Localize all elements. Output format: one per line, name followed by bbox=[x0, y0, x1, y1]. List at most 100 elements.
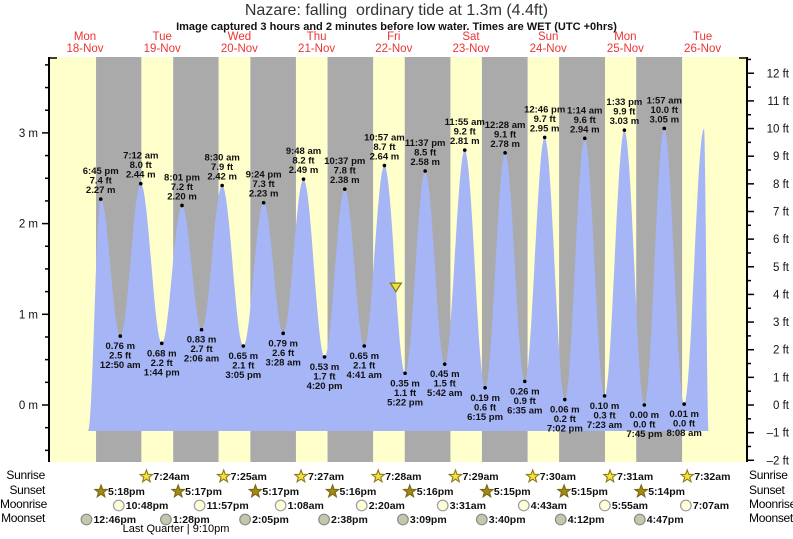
low-tide-time: 5:42 am bbox=[427, 388, 462, 399]
tide-point-dot bbox=[442, 362, 447, 366]
day-date-label: 18-Nov bbox=[66, 43, 103, 55]
left-axis-label: 3 m bbox=[19, 128, 38, 140]
sunset-time: 5:16pm bbox=[417, 486, 454, 498]
high-tide-ft: 9.7 ft bbox=[534, 114, 557, 125]
sunrise-time: 7:32am bbox=[694, 471, 730, 483]
moonset-time: 4:12pm bbox=[568, 514, 605, 526]
tide-point-dot bbox=[118, 334, 123, 338]
tide-point-dot bbox=[220, 183, 224, 188]
right-axis-label: 7 ft bbox=[773, 206, 790, 218]
sunrise-time: 7:24am bbox=[153, 471, 189, 483]
high-tide-m: 2.78 m bbox=[490, 139, 520, 150]
low-tide-ft: 2.1 ft bbox=[232, 361, 255, 372]
low-tide-time: 4:20 pm bbox=[307, 381, 343, 392]
high-tide-time: 12:46 pm bbox=[524, 104, 565, 115]
sunset-icon bbox=[247, 483, 264, 499]
high-tide-ft: 9.2 ft bbox=[454, 127, 477, 138]
low-tide-ft: 0.6 ft bbox=[474, 402, 497, 413]
sunset-icon bbox=[479, 483, 495, 499]
high-tide-m: 2.95 m bbox=[530, 123, 560, 134]
day-date-label: 19-Nov bbox=[144, 43, 181, 55]
day-band bbox=[49, 57, 97, 462]
tide-point-dot bbox=[362, 344, 367, 348]
low-tide-m: 0.10 m bbox=[590, 401, 620, 412]
sunrise-row-label-left: Sunrise bbox=[6, 468, 45, 482]
tide-point-dot bbox=[423, 169, 427, 173]
tide-point-dot bbox=[503, 151, 507, 155]
tide-point-dot bbox=[403, 371, 407, 376]
left-axis-label: 0 m bbox=[19, 400, 38, 412]
low-tide-time: 6:35 am bbox=[507, 405, 542, 416]
right-axis-label: –1 ft bbox=[767, 428, 790, 440]
high-tide-ft: 8.5 ft bbox=[414, 147, 437, 158]
moonrise-icon bbox=[193, 499, 206, 512]
high-tide-time: 8:01 pm bbox=[164, 172, 200, 183]
high-tide-time: 10:57 am bbox=[364, 133, 405, 144]
sunrise-icon bbox=[215, 468, 232, 484]
right-axis-label: 11 ft bbox=[767, 96, 789, 108]
sunset-time: 5:15pm bbox=[494, 486, 531, 498]
low-tide-time: 5:22 pm bbox=[387, 397, 423, 408]
high-tide-m: 2.20 m bbox=[167, 191, 197, 202]
day-name-label: Thu bbox=[307, 31, 327, 43]
moonset-icon bbox=[554, 513, 567, 526]
high-tide-ft: 7.2 ft bbox=[171, 182, 194, 193]
high-tide-time: 9:24 pm bbox=[246, 170, 282, 181]
left-axis-label: 2 m bbox=[19, 219, 38, 231]
high-tide-time: 6:45 pm bbox=[83, 166, 119, 177]
low-tide-time: 1:44 pm bbox=[144, 367, 180, 378]
high-tide-ft: 9.9 ft bbox=[613, 107, 636, 118]
sunrise-icon bbox=[138, 468, 155, 484]
current-tide-marker-icon bbox=[389, 282, 403, 293]
sunset-time: 5:17pm bbox=[262, 486, 299, 498]
right-axis-label: 1 ft bbox=[773, 372, 790, 384]
low-tide-ft: 2.1 ft bbox=[353, 361, 376, 372]
moonset-icon bbox=[397, 513, 409, 526]
day-name-label: Tue bbox=[693, 31, 712, 43]
moonrise-time: 4:43am bbox=[531, 500, 567, 512]
day-name-label: Mon bbox=[74, 31, 96, 43]
sunset-icon bbox=[633, 483, 649, 499]
moonset-icon bbox=[239, 513, 251, 526]
high-tide-ft: 7.9 ft bbox=[211, 162, 234, 173]
low-tide-m: 0.65 m bbox=[229, 351, 259, 362]
day-name-label: Sun bbox=[538, 31, 558, 43]
sunrise-icon bbox=[293, 468, 309, 484]
low-tide-ft: 0.0 ft bbox=[633, 420, 656, 431]
high-tide-time: 8:30 am bbox=[204, 153, 239, 164]
right-axis-label: 4 ft bbox=[773, 289, 790, 301]
moonrise-row-label-right: Moonrise bbox=[749, 497, 793, 511]
moonrise-row-label-left: Moonrise bbox=[0, 497, 47, 511]
tide-point-dot bbox=[98, 197, 103, 201]
sunrise-icon bbox=[370, 468, 386, 484]
moonrise-time: 3:31am bbox=[450, 500, 486, 512]
sunset-icon bbox=[324, 483, 341, 499]
high-tide-m: 2.64 m bbox=[370, 152, 400, 163]
moonset-time: 2:05pm bbox=[252, 514, 289, 526]
moonset-time: 3:09pm bbox=[410, 514, 447, 526]
day-date-label: 26-Nov bbox=[684, 43, 721, 55]
high-tide-ft: 7.4 ft bbox=[90, 176, 113, 187]
low-tide-m: 0.76 m bbox=[105, 341, 135, 352]
moonrise-time: 11:57pm bbox=[207, 500, 249, 512]
low-tide-m: 0.06 m bbox=[550, 405, 580, 416]
high-tide-time: 11:37 pm bbox=[405, 138, 446, 149]
low-tide-time: 2:06 am bbox=[184, 354, 219, 365]
moonrise-time: 7:07am bbox=[693, 500, 729, 512]
high-tide-time: 10:37 pm bbox=[324, 156, 365, 167]
high-tide-time: 1:57 am bbox=[647, 95, 682, 106]
low-tide-time: 12:50 am bbox=[100, 360, 141, 371]
high-tide-m: 2.27 m bbox=[86, 185, 116, 196]
tide-point-dot bbox=[138, 181, 143, 186]
moonset-time: 12:46pm bbox=[93, 514, 136, 526]
moonset-time: 3:40pm bbox=[489, 514, 526, 526]
tide-point-dot bbox=[281, 331, 285, 336]
low-tide-ft: 2.6 ft bbox=[272, 348, 295, 359]
day-name-label: Fri bbox=[387, 31, 400, 43]
right-axis-label: 3 ft bbox=[773, 317, 790, 329]
low-tide-m: 0.35 m bbox=[390, 378, 420, 389]
right-axis-label: 9 ft bbox=[773, 151, 790, 163]
low-tide-ft: 2.7 ft bbox=[190, 344, 213, 355]
